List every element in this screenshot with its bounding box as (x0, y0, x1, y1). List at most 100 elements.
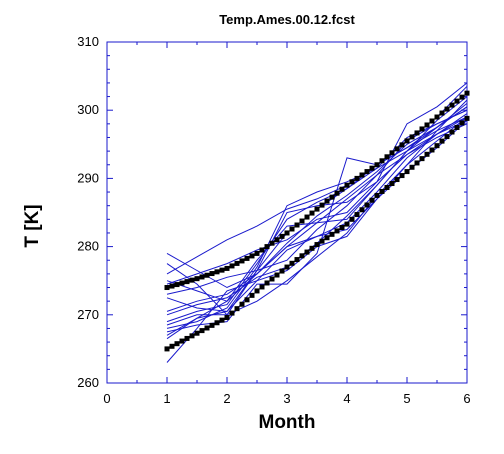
bound-marker (304, 249, 310, 255)
bound-marker (409, 164, 415, 170)
bound-marker (279, 233, 285, 239)
bound-marker (354, 175, 360, 181)
y-tick-label: 310 (77, 34, 99, 49)
bound-marker (424, 151, 430, 157)
bound-marker (164, 285, 170, 291)
bound-marker (384, 154, 390, 160)
bound-marker (274, 272, 280, 278)
bound-marker (244, 297, 250, 303)
ensemble-line (166, 85, 468, 323)
x-tick-label: 1 (163, 391, 170, 406)
bound-marker (199, 328, 205, 334)
bound-marker (174, 282, 180, 288)
bound-marker (419, 156, 425, 162)
bound-marker (234, 260, 240, 266)
bound-marker (264, 244, 270, 250)
bound-marker (344, 221, 350, 227)
bound-marker (384, 184, 390, 190)
plot-area: 0 1 2 3 4 5 6 260 270 280 290 300 310 (77, 34, 470, 406)
bound-marker (294, 222, 300, 228)
bound-marker (164, 346, 170, 352)
bound-marker (334, 190, 340, 196)
bound-marker (459, 94, 465, 100)
bound-marker (374, 162, 380, 168)
bound-marker (359, 207, 365, 213)
ensemble-line (166, 113, 468, 312)
x-tick-label: 3 (283, 391, 290, 406)
bound-marker (219, 267, 225, 273)
bound-marker (449, 102, 455, 108)
bound-marker (259, 284, 265, 290)
bound-marker (349, 179, 355, 185)
bound-marker (389, 181, 395, 187)
bound-marker (339, 225, 345, 231)
bound-marker (224, 315, 230, 321)
bound-marker (419, 126, 425, 132)
bound-marker (219, 317, 225, 323)
bound-marker (204, 325, 210, 331)
bound-marker (234, 306, 240, 312)
ensemble-line (166, 116, 468, 326)
bound-marker (239, 258, 245, 264)
bound-marker (444, 106, 450, 112)
bound-marker (274, 237, 280, 243)
bound-marker (229, 263, 235, 269)
bound-marker (259, 247, 265, 253)
bound-marker (424, 122, 430, 128)
bound-marker (329, 231, 335, 237)
bound-marker (459, 120, 465, 126)
bound-marker (464, 90, 470, 96)
ensemble-line (166, 106, 468, 289)
ensemble-line (166, 119, 468, 285)
bound-marker (414, 130, 420, 136)
bound-marker (209, 322, 215, 328)
bound-marker (319, 238, 325, 244)
bound-marker (174, 341, 180, 347)
bound-marker (449, 129, 455, 135)
ensemble-line (166, 109, 468, 316)
bound-marker (209, 271, 215, 277)
bound-marker (204, 272, 210, 278)
bound-marker (179, 280, 185, 286)
ensemble-line (166, 116, 468, 275)
bound-marker (319, 202, 325, 208)
bound-marker (224, 265, 230, 271)
bound-marker (379, 158, 385, 164)
bound-marker (399, 173, 405, 179)
bound-marker (179, 338, 185, 344)
bound-marker (414, 160, 420, 166)
bound-marker (324, 198, 330, 204)
bound-marker (199, 274, 205, 280)
bound-marker (184, 279, 190, 285)
y-tick-label: 270 (77, 307, 99, 322)
bound-marker (194, 276, 200, 282)
bound-marker (389, 150, 395, 156)
bound-marker (214, 269, 220, 275)
x-tick-label: 5 (403, 391, 410, 406)
bound-marker (324, 235, 330, 241)
bound-marker (429, 118, 435, 124)
bound-marker (279, 268, 285, 274)
bound-marker (309, 245, 315, 251)
bound-marker (169, 283, 175, 289)
bound-marker (314, 242, 320, 248)
x-tick-label: 4 (343, 391, 350, 406)
bound-marker (464, 115, 470, 121)
x-tick-label: 0 (103, 391, 110, 406)
x-axis-label: Month (259, 412, 316, 433)
bound-marker (189, 277, 195, 283)
bound-marker (299, 253, 305, 259)
bound-marker (329, 194, 335, 200)
y-axis-label: T [K] (22, 204, 43, 247)
bound-marker (364, 202, 370, 208)
ensemble-line (166, 82, 468, 336)
bound-marker (269, 240, 275, 246)
bound-marker (169, 343, 175, 349)
bound-marker (309, 210, 315, 216)
bound-marker (439, 138, 445, 144)
bound-marker (339, 186, 345, 192)
bound-marker (454, 124, 460, 130)
bound-marker (289, 260, 295, 266)
bound-marker (284, 264, 290, 270)
